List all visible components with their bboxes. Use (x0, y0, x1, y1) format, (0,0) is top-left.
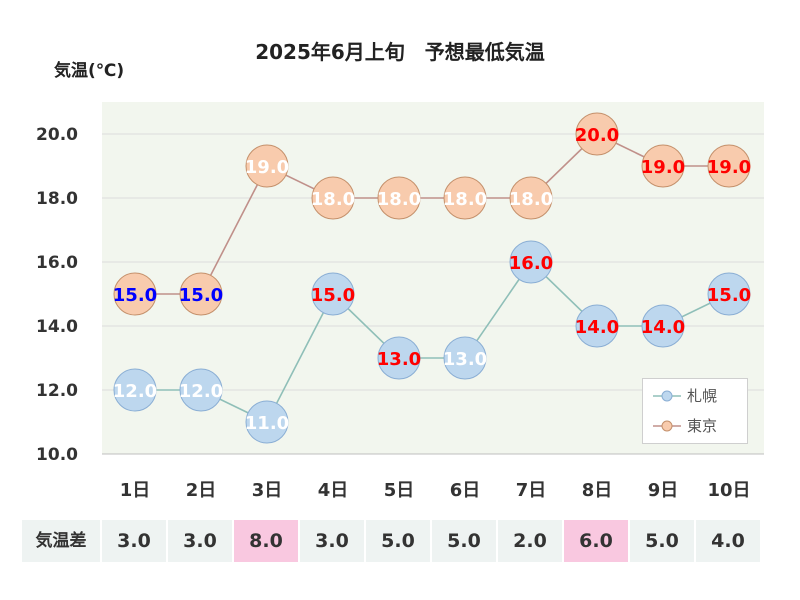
data-point-marker (443, 176, 487, 220)
temperature-difference-row: 気温差 3.0 3.0 8.0 3.0 5.0 5.0 2.0 6.0 5.0 4.0 (22, 520, 762, 562)
data-label: 18.0 (509, 189, 553, 210)
data-point-marker (707, 144, 751, 188)
x-tick-label: 10日 (707, 480, 750, 501)
data-label: 18.0 (377, 189, 421, 210)
x-tick-label: 2日 (186, 480, 217, 501)
x-tick-label: 5日 (384, 480, 415, 501)
y-tick-label: 14.0 (36, 317, 78, 337)
y-tick-label: 12.0 (36, 381, 78, 401)
x-tick-label: 9日 (648, 480, 679, 501)
data-point-marker (641, 304, 685, 348)
data-point-marker (443, 336, 487, 380)
data-point-marker (113, 272, 157, 316)
data-label: 20.0 (575, 125, 619, 146)
data-point-marker (377, 336, 421, 380)
data-label: 19.0 (707, 157, 751, 178)
y-tick-label: 18.0 (36, 189, 78, 209)
data-label: 12.0 (113, 381, 157, 402)
data-point-marker (245, 144, 289, 188)
x-tick-label: 7日 (516, 480, 547, 501)
diff-cell: 5.0 (630, 520, 694, 562)
data-point-marker (575, 304, 619, 348)
data-label: 15.0 (311, 285, 355, 306)
diff-row-header: 気温差 (22, 520, 100, 562)
data-label: 16.0 (509, 253, 553, 274)
legend-label-tokyo: 東京 (687, 417, 718, 435)
x-tick-label: 3日 (252, 480, 283, 501)
data-label: 18.0 (443, 189, 487, 210)
diff-cell: 3.0 (300, 520, 364, 562)
data-point-marker (575, 112, 619, 156)
series-line-1 (135, 133, 729, 295)
diff-cell: 3.0 (168, 520, 232, 562)
data-point-marker (377, 176, 421, 220)
data-point-marker (113, 368, 157, 412)
diff-cell: 4.0 (696, 520, 760, 562)
data-label: 12.0 (179, 381, 223, 402)
data-point-marker (245, 400, 289, 444)
data-point-marker (641, 144, 685, 188)
data-label: 14.0 (575, 317, 619, 338)
data-label: 19.0 (245, 157, 289, 178)
diff-cell: 3.0 (102, 520, 166, 562)
data-label: 15.0 (113, 285, 157, 306)
y-tick-label: 16.0 (36, 253, 78, 273)
data-label: 18.0 (311, 189, 355, 210)
data-point-marker (509, 176, 553, 220)
legend-label-sapporo: 札幌 (687, 387, 718, 405)
chart-legend: 札幌 東京 (642, 378, 748, 444)
data-label: 15.0 (707, 285, 751, 306)
diff-cell: 2.0 (498, 520, 562, 562)
data-label: 13.0 (377, 349, 421, 370)
data-label: 14.0 (641, 317, 685, 338)
x-tick-label: 1日 (120, 480, 151, 501)
series-line-0 (135, 260, 730, 424)
data-point-marker (311, 272, 355, 316)
x-tick-label: 4日 (318, 480, 349, 501)
y-axis-label: 気温(℃) (54, 61, 125, 81)
chart-title: 2025年6月上旬 予想最低気温 (255, 40, 545, 64)
data-point-marker (707, 272, 751, 316)
data-point-marker (509, 240, 553, 284)
data-point-marker (311, 176, 355, 220)
data-label: 19.0 (641, 157, 685, 178)
y-tick-label: 20.0 (36, 125, 78, 145)
data-label: 13.0 (443, 349, 487, 370)
diff-cell: 8.0 (234, 520, 298, 562)
data-point-marker (179, 272, 223, 316)
diff-cell: 6.0 (564, 520, 628, 562)
x-tick-label: 8日 (582, 480, 613, 501)
x-tick-label: 6日 (450, 480, 481, 501)
data-label: 11.0 (245, 413, 289, 434)
data-point-marker (179, 368, 223, 412)
diff-cell: 5.0 (432, 520, 496, 562)
y-tick-label: 10.0 (36, 445, 78, 465)
diff-cell: 5.0 (366, 520, 430, 562)
data-label: 15.0 (179, 285, 223, 306)
